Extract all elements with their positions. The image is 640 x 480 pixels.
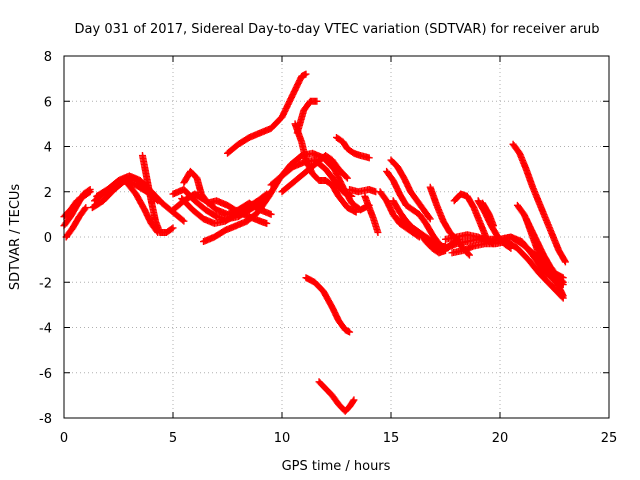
y-tick-label: -8 <box>39 412 52 427</box>
y-tick-label: 4 <box>44 141 52 156</box>
data-point <box>365 154 373 162</box>
data-series-arc-10 <box>178 190 271 227</box>
data-point <box>352 208 360 216</box>
y-axis-label: SDTVAR / TECUs <box>8 184 23 291</box>
y-tick-label: -2 <box>39 276 52 291</box>
data-point <box>349 397 357 405</box>
data-point <box>267 210 275 218</box>
data-point <box>507 244 515 252</box>
x-tick-label: 15 <box>383 431 400 446</box>
data-point <box>180 217 188 225</box>
data-point <box>343 174 351 182</box>
data-point <box>350 396 358 404</box>
data-point <box>169 224 177 232</box>
data-point <box>561 258 569 266</box>
plot-frame <box>63 55 610 419</box>
y-tick-label: 8 <box>44 50 52 65</box>
data-series-arc-35 <box>509 140 569 266</box>
axis-ticks: 0 5 10 15 20 25 -8 -6 -4 -2 0 2 4 6 8 <box>39 50 617 446</box>
y-tick-label: 6 <box>44 95 52 110</box>
data-point <box>426 215 434 223</box>
data-series-arc-20 <box>302 274 354 336</box>
data-point <box>506 243 514 251</box>
data-series-arc-37 <box>522 215 567 300</box>
data-series-arc-3 <box>62 204 90 241</box>
data-point <box>168 225 176 233</box>
data-series-arc-22 <box>346 185 380 196</box>
data-series-arc-19 <box>333 133 373 162</box>
x-axis-label: GPS time / hours <box>282 459 391 474</box>
y-tick-label: 0 <box>44 231 52 246</box>
data-series-arc-8 <box>121 176 162 236</box>
data-point <box>263 219 271 227</box>
x-tick-label: 25 <box>601 431 618 446</box>
x-tick-label: 0 <box>60 431 68 446</box>
x-tick-label: 5 <box>169 431 177 446</box>
data-point <box>86 185 94 193</box>
data-series-arc-28 <box>394 215 449 257</box>
data-series-arc-21 <box>315 378 358 415</box>
data-points <box>60 70 569 415</box>
y-tick-label: 2 <box>44 186 52 201</box>
data-series-arc-38 <box>442 231 567 282</box>
x-tick-label: 20 <box>492 431 509 446</box>
data-point <box>179 216 187 224</box>
data-point <box>154 228 162 236</box>
data-series-arc-23 <box>361 192 382 236</box>
data-point <box>374 228 382 236</box>
chart-title: Day 031 of 2017, Sidereal Day-to-day VTE… <box>75 22 600 37</box>
data-point <box>346 328 354 336</box>
y-tick-label: -4 <box>39 322 52 337</box>
data-series-arc-2 <box>60 185 94 230</box>
data-series-arc-26 <box>387 156 434 223</box>
data-point <box>342 173 350 181</box>
data-point <box>82 204 90 212</box>
data-point <box>153 227 161 235</box>
data-point <box>348 192 356 200</box>
x-tick-label: 10 <box>274 431 291 446</box>
data-point <box>465 251 473 259</box>
data-point <box>559 292 567 300</box>
data-point <box>81 205 89 213</box>
data-point <box>425 214 433 222</box>
data-point <box>313 97 321 105</box>
data-point <box>302 70 310 78</box>
data-series-arc-6 <box>93 172 188 225</box>
data-point <box>559 274 567 282</box>
data-point <box>85 186 93 194</box>
data-series-arc-32 <box>450 190 497 248</box>
data-point <box>489 222 497 230</box>
data-point <box>561 257 569 265</box>
data-series-arc-18 <box>278 152 351 196</box>
y-tick-label: -6 <box>39 367 52 382</box>
data-series-arc-14 <box>224 70 310 157</box>
data-series-arc-16 <box>293 97 321 137</box>
data-series-arc-34 <box>479 199 497 230</box>
